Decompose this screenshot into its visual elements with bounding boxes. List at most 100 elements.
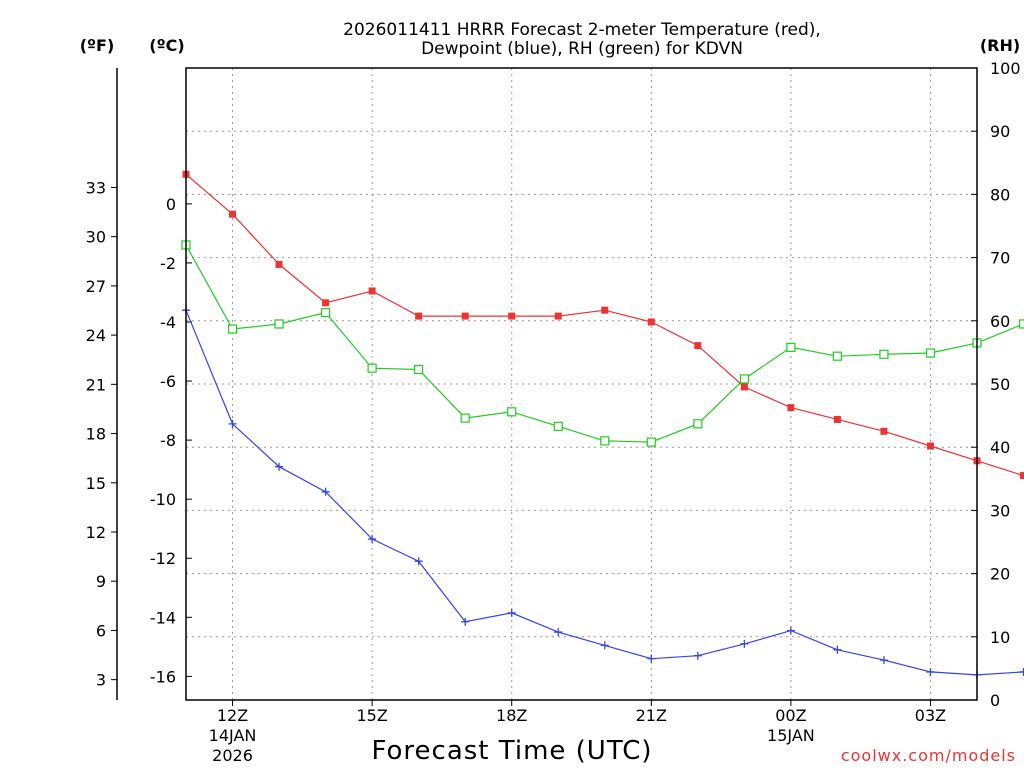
c-tick-label: -14 (150, 608, 176, 627)
rh-point (880, 350, 888, 358)
c-tick-label: -12 (150, 549, 176, 568)
temperature-point (927, 443, 934, 450)
rh-point (461, 414, 469, 422)
rh-point (601, 437, 609, 445)
f-tick-label: 3 (96, 671, 106, 690)
temperature-point (369, 287, 376, 294)
dewpoint-point (601, 641, 609, 649)
rh-point (322, 309, 330, 317)
f-tick-label: 12 (86, 523, 106, 542)
rh-point (554, 422, 562, 430)
temperature-point (508, 313, 515, 320)
x-axis-title: Forecast Time (UTC) (371, 736, 652, 766)
c-tick-label: -6 (160, 372, 176, 391)
f-tick-label: 30 (86, 228, 106, 247)
c-tick-label: -8 (160, 431, 176, 450)
temperature-point (229, 211, 236, 218)
dewpoint-series (182, 306, 1024, 679)
rh-tick-label: 90 (990, 122, 1010, 141)
f-tick-label: 21 (86, 375, 106, 394)
temperature-point (694, 342, 701, 349)
temperature-point (415, 313, 422, 320)
dewpoint-point (926, 668, 934, 676)
rh-point (508, 408, 516, 416)
rh-tick-label: 40 (990, 438, 1010, 457)
rh-point (833, 352, 841, 360)
f-tick-label: 15 (86, 474, 106, 493)
c-tick-label: -10 (150, 490, 176, 509)
rh-point (694, 420, 702, 428)
rh-point (926, 349, 934, 357)
rh-point (787, 343, 795, 351)
dewpoint-point (694, 652, 702, 660)
temperature-point (276, 261, 283, 268)
temperature-point (741, 383, 748, 390)
rh-tick-label: 50 (990, 375, 1010, 394)
temperature-series (183, 171, 1024, 479)
dewpoint-point (647, 655, 655, 663)
temperature-point (462, 313, 469, 320)
temperature-point (1020, 472, 1024, 479)
x-tick-label: 18Z (496, 706, 527, 725)
f-tick-label: 18 (86, 425, 106, 444)
chart-title-line1: 2026011411 HRRR Forecast 2-meter Tempera… (343, 20, 821, 40)
f-tick-label: 6 (96, 621, 106, 640)
f-tick-label: 27 (86, 277, 106, 296)
rh-tick-label: 80 (990, 185, 1010, 204)
rh-tick-label: 30 (990, 501, 1010, 520)
c-tick-label: -4 (160, 313, 176, 332)
temperature-point (601, 307, 608, 314)
series (182, 171, 1024, 679)
rh-point (229, 325, 237, 333)
temperature-point (322, 299, 329, 306)
rh-axis-label: (RH) (980, 36, 1020, 55)
x-tick-label: 15Z (356, 706, 387, 725)
x-tick-year: 2026 (212, 746, 253, 765)
temperature-point (880, 428, 887, 435)
celsius-axis-label: (ºC) (149, 36, 184, 55)
rh-point (275, 320, 283, 328)
chart-title-line2: Dewpoint (blue), RH (green) for KDVN (421, 39, 743, 59)
dewpoint-point (508, 609, 516, 617)
dewpoint-point (787, 627, 795, 635)
rh-tick-label: 0 (990, 691, 1000, 710)
fahrenheit-axis-label: (ºF) (80, 36, 115, 55)
x-tick-label: 03Z (915, 706, 946, 725)
x-tick-date: 14JAN (209, 726, 257, 745)
credit-watermark: coolwx.com/models (841, 746, 1016, 765)
c-tick-label: -16 (150, 667, 176, 686)
dewpoint-point (740, 640, 748, 648)
grid (186, 68, 977, 700)
temperature-point (555, 313, 562, 320)
x-tick-label: 00Z (775, 706, 806, 725)
c-tick-label: 0 (166, 195, 176, 214)
dewpoint-point (554, 628, 562, 636)
dewpoint-point (880, 656, 888, 664)
rh-tick-label: 20 (990, 565, 1010, 584)
rh-tick-label: 10 (990, 628, 1010, 647)
temperature-point (834, 416, 841, 423)
temperature-line (186, 174, 1024, 475)
rh-point (415, 365, 423, 373)
rh-series (182, 241, 1024, 446)
f-tick-label: 24 (86, 326, 106, 345)
f-tick-label: 33 (86, 178, 106, 197)
dewpoint-point (1020, 668, 1024, 676)
rh-point (740, 375, 748, 383)
x-tick-date: 15JAN (767, 726, 815, 745)
rh-point (647, 438, 655, 446)
x-tick-label: 21Z (636, 706, 667, 725)
temperature-point (648, 318, 655, 325)
rh-line (186, 245, 1024, 442)
rh-point (1020, 320, 1024, 328)
f-tick-label: 9 (96, 572, 106, 591)
c-tick-label: -2 (160, 254, 176, 273)
rh-tick-label: 70 (990, 249, 1010, 268)
rh-tick-label: 100 (990, 59, 1021, 78)
dewpoint-point (833, 646, 841, 654)
temperature-point (787, 404, 794, 411)
dewpoint-line (186, 310, 1024, 675)
rh-point (368, 364, 376, 372)
